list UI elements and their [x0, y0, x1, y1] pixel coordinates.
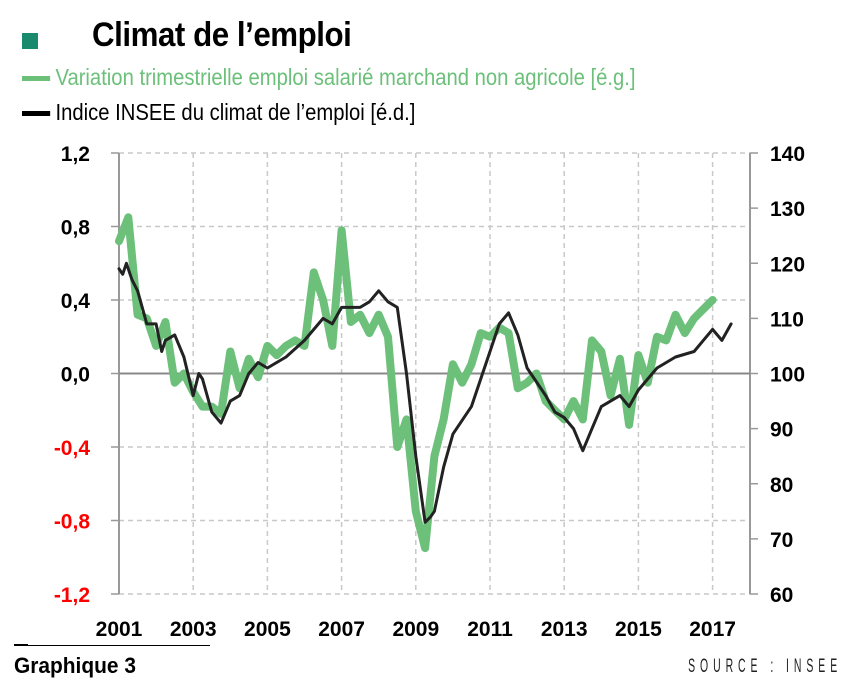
- x-tick-label: 2015: [615, 618, 662, 641]
- x-tick-label: 2009: [392, 618, 439, 641]
- legend-item-black: Indice INSEE du climat de l’emploi [é.d.…: [22, 99, 415, 126]
- y-right-tick-label: 60: [770, 584, 793, 607]
- y-right-tick-label: 110: [770, 308, 804, 331]
- footer-divider: [14, 645, 210, 646]
- x-tick-label: 2011: [467, 618, 513, 641]
- x-tick-label: 2017: [689, 618, 736, 641]
- y-right-tick-label: 140: [770, 143, 805, 166]
- y-left-tick-label: 0,8: [61, 217, 91, 240]
- chart-title: Climat de l’emploi: [92, 16, 352, 54]
- legend-item-green: Variation trimestrielle emploi salarié m…: [22, 64, 636, 91]
- y-right-tick-label: 80: [770, 474, 793, 497]
- y-left-tick-label: 1,2: [61, 143, 90, 166]
- x-tick-label: 2001: [96, 618, 143, 641]
- legend-swatch-green: [22, 76, 51, 82]
- legend-label-green: Variation trimestrielle emploi salarié m…: [55, 64, 636, 90]
- y-left-tick-label: 0,0: [61, 364, 90, 387]
- series-line-climate-index: [117, 261, 733, 524]
- legend-swatch-black: [22, 111, 51, 117]
- y-right-tick-label: 90: [770, 419, 793, 442]
- y-left-tick-label: -0,4: [54, 437, 91, 460]
- source-label: SOURCE : INSEE: [687, 656, 842, 677]
- legend-label-black: Indice INSEE du climat de l’emploi [é.d.…: [55, 99, 416, 125]
- title-square-icon: [22, 33, 38, 49]
- y-right-tick-label: 130: [770, 198, 805, 221]
- x-tick-label: 2003: [170, 618, 217, 641]
- y-left-tick-label: -1,2: [54, 584, 90, 607]
- series-line-employment-variation: [115, 213, 717, 553]
- y-right-tick-label: 120: [770, 253, 805, 276]
- x-tick-label: 2007: [318, 618, 365, 641]
- y-left-tick-label: -0,8: [54, 511, 91, 534]
- x-tick-label: 2005: [244, 618, 291, 641]
- footer-divider-accent: [14, 644, 28, 646]
- x-tick-label: 2013: [541, 618, 588, 641]
- y-right-tick-label: 70: [770, 529, 793, 552]
- graph-label: Graphique 3: [14, 653, 136, 678]
- y-right-tick-label: 100: [770, 364, 805, 387]
- y-left-tick-label: 0,4: [61, 290, 91, 313]
